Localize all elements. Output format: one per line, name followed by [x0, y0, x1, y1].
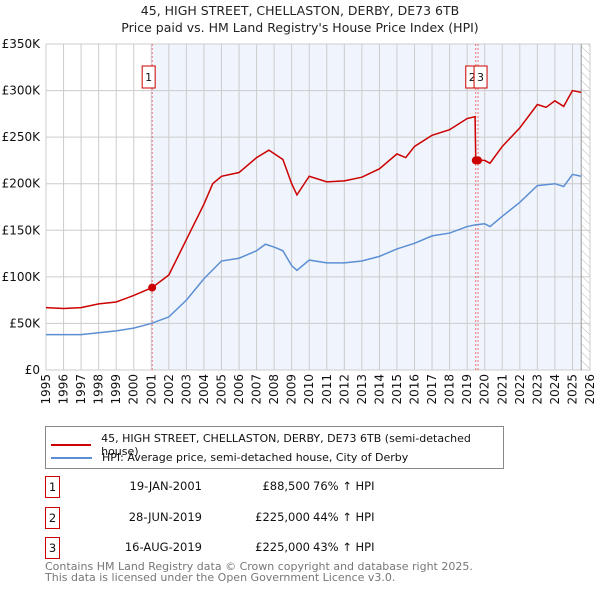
sale-label: 3: [477, 71, 484, 84]
x-tick-label: 2020: [478, 374, 492, 405]
sale-label-box: [141, 65, 156, 89]
x-tick-label: 2009: [285, 374, 299, 405]
x-tick-label: 2004: [197, 374, 211, 405]
sale-row: 1 19-JAN-2001 £88,500 76% ↑ HPI: [45, 476, 445, 498]
x-tick-label: 2014: [372, 374, 386, 405]
y-tick-label: £100K: [2, 270, 42, 284]
y-tick-label: £200K: [2, 177, 42, 191]
x-tick-label: 2006: [232, 374, 246, 405]
x-tick-label: 2005: [214, 374, 228, 405]
x-tick-label: 1997: [74, 374, 88, 405]
sale-row: 3 16-AUG-2019 £225,000 43% ↑ HPI: [45, 537, 445, 559]
x-tick-label: 2011: [320, 374, 334, 405]
chart-title: 45, HIGH STREET, CHELLASTON, DERBY, DE73…: [140, 3, 460, 18]
sale-hpi: 76% ↑ HPI: [313, 479, 375, 493]
x-tick-label: 2022: [513, 374, 527, 405]
y-tick-label: £250K: [2, 130, 42, 144]
y-tick-label: £300K: [2, 84, 42, 98]
sale-marker-box: 1: [45, 476, 60, 498]
sale-label-box: [473, 65, 488, 89]
x-tick-label: 2007: [250, 374, 264, 405]
series-line-hpi: [46, 173, 582, 336]
sale-price: £225,000: [255, 540, 310, 554]
footer-copyright: Contains HM Land Registry data © Crown c…: [45, 560, 473, 573]
x-tick-label: 1996: [57, 374, 71, 405]
y-tick-label: £0: [25, 363, 40, 377]
x-tick-label: 2013: [355, 374, 369, 405]
x-tick-label: 1999: [109, 374, 123, 405]
legend-swatch-property: [51, 444, 92, 446]
x-tick-label: 2003: [179, 374, 193, 405]
x-tick-label: 2000: [127, 374, 141, 405]
series-line-property: [45, 89, 582, 310]
sale-date: 19-JAN-2001: [129, 479, 203, 493]
chart-subtitle: Price paid vs. HM Land Registry's House …: [121, 20, 479, 35]
sale-date: 28-JUN-2019: [128, 510, 202, 524]
x-tick-label: 2026: [583, 374, 597, 405]
x-tick-label: 1998: [92, 374, 106, 405]
x-tick-label: 2024: [548, 374, 562, 405]
sale-point: [148, 283, 157, 292]
x-tick-label: 2008: [267, 374, 281, 405]
sale-point: [474, 156, 483, 165]
legend-label-property: 45, HIGH STREET, CHELLASTON, DERBY, DE73…: [101, 432, 471, 458]
sale-label: 2: [469, 71, 476, 84]
shaded-region: [152, 44, 582, 370]
footer-licence: This data is licensed under the Open Gov…: [45, 571, 396, 584]
y-tick-label: £150K: [2, 223, 42, 237]
sale-price: £88,500: [262, 479, 310, 493]
sale-hpi: 44% ↑ HPI: [313, 510, 375, 524]
y-tick-label: £50K: [9, 316, 41, 330]
x-tick-label: 2001: [144, 374, 158, 405]
legend-swatch-hpi: [51, 456, 92, 459]
x-tick-label: 2012: [337, 374, 351, 405]
x-tick-label: 2025: [565, 374, 579, 405]
sale-hpi: 43% ↑ HPI: [313, 540, 375, 554]
legend-label-hpi: HPI: Average price, semi-detached house,…: [102, 451, 409, 464]
x-tick-label: 2015: [390, 374, 404, 405]
x-tick-label: 2019: [460, 374, 474, 405]
x-tick-label: 2017: [425, 374, 439, 405]
plot-area: 1995 1996 1997 1998 1999 2000 2001 2002 2003 2004…: [2, 37, 597, 405]
x-tick-label: 1995: [39, 374, 53, 405]
x-tick-label: 2002: [162, 374, 176, 405]
sale-row: 2 28-JUN-2019 £225,000 44% ↑ HPI: [45, 507, 445, 529]
plot-border: [45, 43, 591, 371]
y-tick-label: £350K: [2, 37, 42, 51]
legend: 45, HIGH STREET, CHELLASTON, DERBY, DE73…: [45, 426, 504, 469]
sale-marker-box: 3: [45, 537, 60, 559]
x-tick-label: 2021: [495, 374, 509, 405]
sale-label: 1: [145, 71, 152, 84]
sale-price: £225,000: [255, 510, 310, 524]
x-tick-label: 2023: [530, 374, 544, 405]
sale-marker-box: 2: [45, 507, 60, 529]
x-tick-label: 2016: [408, 374, 422, 405]
sale-date: 16-AUG-2019: [124, 540, 202, 554]
hatched-region: [581, 44, 590, 370]
x-tick-label: 2010: [302, 374, 316, 405]
x-tick-label: 2018: [443, 374, 457, 405]
